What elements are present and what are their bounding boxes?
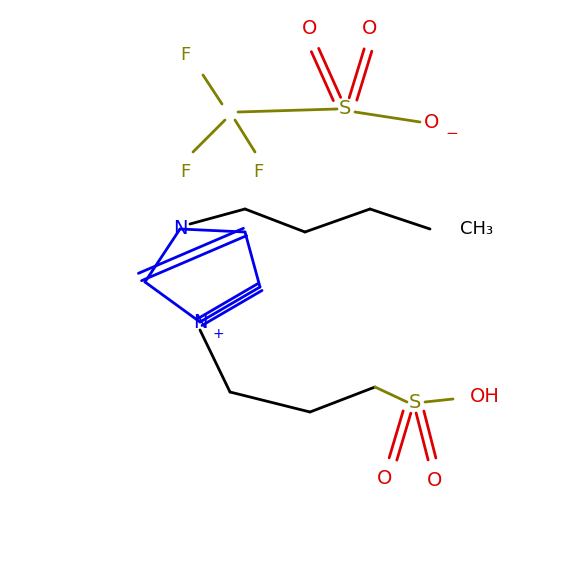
Text: O: O — [302, 18, 317, 38]
Text: O: O — [377, 470, 393, 489]
Text: O: O — [362, 18, 378, 38]
Text: F: F — [180, 46, 190, 64]
Text: S: S — [339, 99, 351, 118]
Text: S: S — [409, 392, 421, 411]
Text: CH₃: CH₃ — [460, 220, 493, 238]
Text: N: N — [193, 313, 207, 332]
Text: OH: OH — [470, 388, 500, 407]
Text: +: + — [212, 327, 224, 341]
Text: O: O — [424, 113, 440, 132]
Text: F: F — [180, 163, 190, 181]
Text: N: N — [172, 219, 187, 238]
Text: O: O — [427, 471, 443, 490]
Text: F: F — [253, 163, 263, 181]
Text: −: − — [446, 126, 458, 141]
